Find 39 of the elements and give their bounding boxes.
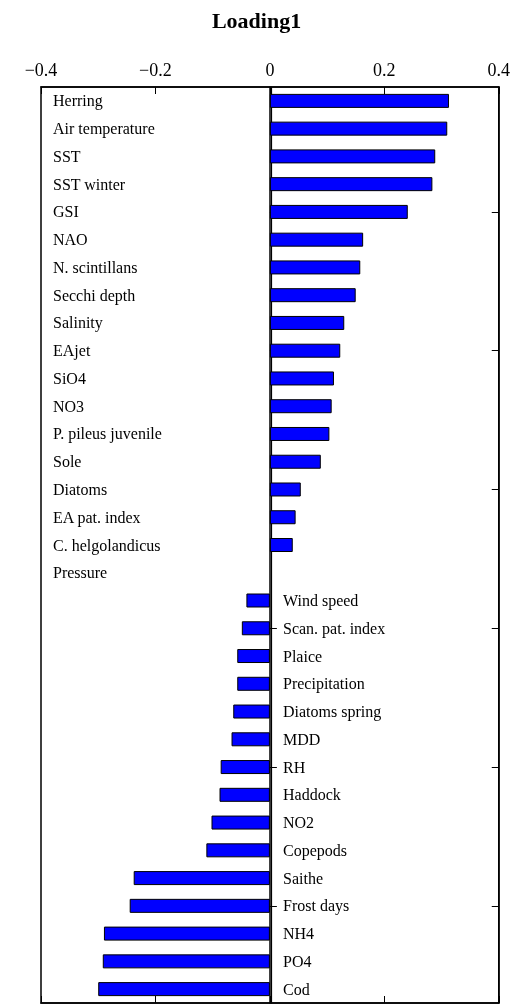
y-tick-label: Diatoms spring [283,703,382,722]
y-tick-label: N. scintillans [53,258,138,276]
y-tick-label: Copepods [283,841,347,860]
y-tick-label: Saithe [283,869,323,887]
y-tick-label: Precipitation [283,675,365,694]
x-tick-label: 0.4 [487,60,510,80]
x-tick-label: 0 [265,60,275,80]
y-tick-label: NO2 [283,814,315,832]
y-tick-label: NAO [53,231,88,249]
y-tick-label: MDD [283,730,321,748]
y-tick-label: Frost days [283,897,350,916]
y-tick-label: Wind speed [283,592,359,611]
y-tick-label: NO3 [53,397,85,415]
y-tick-label: Cod [283,980,310,998]
y-tick-label: SST winter [53,175,126,193]
y-tick-label: Salinity [53,314,103,333]
y-tick-label: NH4 [283,925,315,943]
y-tick-label: C. helgolandicus [53,536,161,555]
y-tick-label: Plaice [283,647,323,665]
y-tick-label: Haddock [283,786,341,804]
y-tick-label: GSI [53,203,79,221]
x-tick-label: 0.2 [373,60,396,80]
y-tick-label: Sole [53,453,82,471]
x-tick-label: −0.2 [139,60,172,80]
y-tick-label: Pressure [53,564,108,582]
y-tick-label: Air temperature [53,120,155,139]
y-tick-label: Scan. pat. index [283,619,386,638]
y-tick-label: EAjet [53,342,91,361]
y-tick-label: P. pileus juvenile [53,425,162,444]
y-tick-label: RH [283,758,306,776]
chart-title: Loading1 [211,7,302,33]
y-tick-label: Herring [53,92,103,111]
y-tick-label: EA pat. index [53,508,141,527]
x-tick-label: −0.4 [24,60,58,80]
y-tick-label: PO4 [283,952,312,970]
y-tick-label: SST [53,147,81,165]
y-tick-label: SiO4 [53,369,86,387]
y-tick-label: Secchi depth [53,286,136,305]
y-tick-label: Diatoms [53,480,108,498]
